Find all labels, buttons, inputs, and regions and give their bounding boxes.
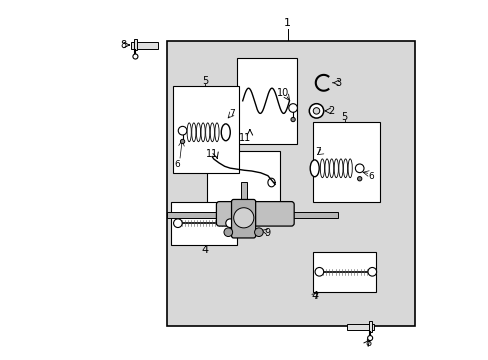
Text: 6: 6	[174, 160, 180, 169]
Bar	[172, 86, 239, 173]
Circle shape	[355, 164, 363, 173]
Bar	[167, 41, 415, 326]
Circle shape	[254, 228, 263, 237]
Bar	[240, 182, 246, 202]
Text: 8: 8	[365, 338, 371, 348]
Circle shape	[288, 104, 297, 112]
Ellipse shape	[201, 123, 205, 142]
Bar	[131, 42, 158, 49]
Text: 2: 2	[328, 106, 334, 116]
Text: 1: 1	[284, 18, 291, 28]
Bar	[312, 252, 375, 292]
Circle shape	[225, 219, 234, 228]
Text: 5: 5	[341, 112, 347, 122]
Text: 9: 9	[264, 228, 270, 238]
Text: 10: 10	[277, 87, 289, 98]
Ellipse shape	[187, 123, 191, 142]
Bar	[368, 321, 371, 332]
Text: 6: 6	[367, 172, 373, 181]
Circle shape	[178, 126, 186, 135]
Circle shape	[173, 219, 182, 228]
Ellipse shape	[214, 123, 219, 142]
Circle shape	[233, 208, 253, 228]
Bar	[291, 212, 337, 218]
Ellipse shape	[221, 124, 230, 141]
Circle shape	[290, 117, 295, 122]
Text: 4: 4	[201, 245, 208, 255]
Circle shape	[309, 104, 323, 118]
Circle shape	[314, 267, 323, 276]
Bar	[134, 39, 137, 50]
Ellipse shape	[325, 159, 328, 178]
Bar	[346, 324, 373, 330]
Ellipse shape	[338, 159, 342, 178]
Text: 11: 11	[239, 132, 251, 143]
Circle shape	[180, 139, 184, 144]
FancyBboxPatch shape	[231, 199, 255, 238]
Ellipse shape	[329, 159, 333, 178]
Text: 7: 7	[228, 109, 234, 118]
Ellipse shape	[320, 159, 324, 178]
Ellipse shape	[196, 123, 200, 142]
Circle shape	[313, 108, 319, 114]
Ellipse shape	[191, 123, 196, 142]
Circle shape	[367, 267, 376, 276]
Bar	[237, 58, 296, 144]
Ellipse shape	[210, 123, 214, 142]
Ellipse shape	[205, 123, 209, 142]
Bar	[312, 122, 379, 202]
Text: 7: 7	[315, 148, 321, 157]
Ellipse shape	[347, 159, 351, 178]
Circle shape	[224, 228, 232, 237]
Ellipse shape	[309, 160, 319, 177]
Text: 3: 3	[334, 78, 341, 88]
Bar	[167, 212, 219, 218]
Circle shape	[133, 54, 138, 59]
Text: 5: 5	[202, 76, 207, 86]
Text: 4: 4	[310, 291, 318, 301]
Ellipse shape	[343, 159, 347, 178]
Ellipse shape	[333, 159, 338, 178]
Circle shape	[357, 177, 361, 181]
Bar	[170, 202, 237, 245]
Circle shape	[367, 336, 372, 341]
Text: 11: 11	[205, 149, 218, 159]
FancyBboxPatch shape	[216, 202, 294, 226]
Text: 8: 8	[120, 40, 126, 50]
Bar	[206, 151, 280, 216]
